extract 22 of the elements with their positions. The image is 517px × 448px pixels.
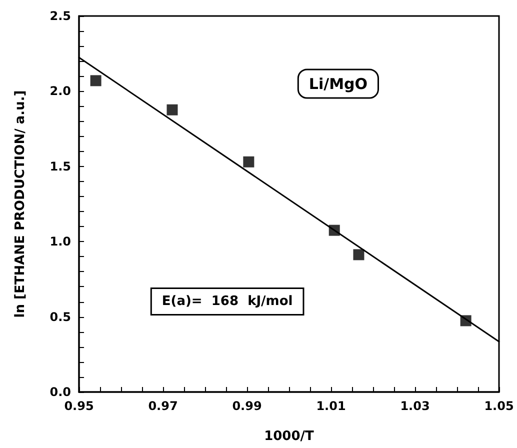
x-tick-label: 1.03 bbox=[400, 399, 430, 413]
y-tick-label: 2.0 bbox=[50, 84, 71, 98]
y-tick-label: 0.0 bbox=[50, 385, 71, 399]
annotation: Li/MgO bbox=[308, 74, 368, 93]
y-tick-label: 1.5 bbox=[50, 159, 71, 174]
point bbox=[353, 249, 364, 260]
x-tick-label: 0.95 bbox=[64, 399, 94, 413]
x-tick-label: 1.01 bbox=[316, 399, 346, 413]
x-tick-label: 1.05 bbox=[484, 399, 514, 413]
x-tick-label: 0.99 bbox=[232, 399, 262, 413]
y-tick-label: 2.5 bbox=[50, 9, 71, 23]
point bbox=[243, 156, 254, 168]
y-axis-title: ln [ETHANE PRODUCTION/ a.u.] bbox=[13, 90, 28, 318]
x-tick-label: 0.97 bbox=[148, 399, 178, 413]
annotation: E(a)= 168 kJ/mol bbox=[162, 294, 293, 309]
x-axis-title: 1000/T bbox=[264, 429, 314, 444]
y-tick-label: 0.5 bbox=[50, 310, 71, 324]
point bbox=[90, 75, 102, 86]
point bbox=[328, 224, 340, 236]
y-tick-label: 1.0 bbox=[50, 234, 71, 249]
point bbox=[166, 104, 178, 116]
point bbox=[460, 315, 472, 326]
